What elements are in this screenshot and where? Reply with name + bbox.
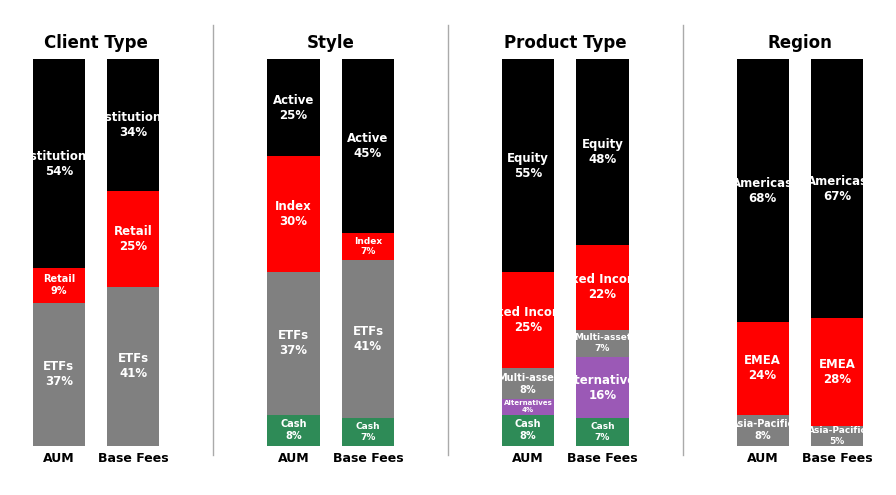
- Text: ETFs
41%: ETFs 41%: [117, 352, 149, 380]
- Bar: [737, 59, 788, 322]
- Bar: [576, 330, 629, 357]
- Title: Region: Region: [768, 34, 832, 52]
- Bar: [811, 59, 863, 318]
- Title: Product Type: Product Type: [504, 34, 626, 52]
- Bar: [342, 260, 394, 418]
- Text: Fixed Income
22%: Fixed Income 22%: [558, 273, 647, 301]
- Bar: [108, 287, 159, 446]
- Text: Multi-asset
7%: Multi-asset 7%: [574, 334, 631, 353]
- Text: Equity
48%: Equity 48%: [582, 138, 624, 166]
- Text: Cash
7%: Cash 7%: [356, 422, 380, 442]
- Text: Active
45%: Active 45%: [348, 132, 389, 160]
- Text: Alternatives
16%: Alternatives 16%: [562, 374, 643, 401]
- Bar: [33, 59, 85, 268]
- Bar: [737, 415, 788, 446]
- Text: Americas
68%: Americas 68%: [732, 177, 793, 204]
- Bar: [267, 272, 320, 415]
- Bar: [33, 268, 85, 302]
- Text: Cash
8%: Cash 8%: [515, 419, 541, 441]
- Text: Institutional
54%: Institutional 54%: [18, 149, 99, 178]
- Bar: [502, 399, 554, 415]
- Text: Alternatives
4%: Alternatives 4%: [504, 400, 553, 413]
- Title: Style: Style: [306, 34, 355, 52]
- Bar: [267, 156, 320, 272]
- Bar: [267, 415, 320, 446]
- Text: ETFs
37%: ETFs 37%: [278, 329, 309, 357]
- Text: Fixed Income
25%: Fixed Income 25%: [484, 306, 572, 334]
- Bar: [342, 418, 394, 446]
- Text: Institutional
34%: Institutional 34%: [92, 111, 174, 139]
- Bar: [811, 318, 863, 426]
- Text: ETFs
37%: ETFs 37%: [43, 360, 74, 388]
- Text: Asia-Pacific
5%: Asia-Pacific 5%: [807, 426, 866, 446]
- Text: Active
25%: Active 25%: [272, 94, 314, 122]
- Text: Retail
25%: Retail 25%: [114, 225, 152, 253]
- Bar: [267, 59, 320, 156]
- Bar: [502, 272, 554, 368]
- Bar: [502, 415, 554, 446]
- Bar: [108, 59, 159, 191]
- Text: Equity
55%: Equity 55%: [507, 151, 549, 180]
- Bar: [342, 233, 394, 260]
- Bar: [502, 59, 554, 272]
- Text: Americas
67%: Americas 67%: [806, 175, 867, 203]
- Text: Asia-Pacific
8%: Asia-Pacific 8%: [731, 419, 795, 441]
- Bar: [576, 418, 629, 446]
- Text: Index
30%: Index 30%: [275, 200, 312, 228]
- Bar: [811, 426, 863, 446]
- Text: Cash
7%: Cash 7%: [590, 422, 615, 442]
- Bar: [108, 191, 159, 287]
- Bar: [342, 59, 394, 233]
- Bar: [576, 357, 629, 418]
- Bar: [576, 59, 629, 245]
- Text: Cash
8%: Cash 8%: [280, 419, 306, 441]
- Title: Client Type: Client Type: [44, 34, 148, 52]
- Bar: [576, 245, 629, 330]
- Text: Index
7%: Index 7%: [354, 237, 382, 256]
- Bar: [33, 302, 85, 446]
- Bar: [737, 322, 788, 415]
- Text: EMEA
28%: EMEA 28%: [819, 358, 856, 386]
- Text: EMEA
24%: EMEA 24%: [745, 354, 781, 382]
- Text: Retail
9%: Retail 9%: [43, 274, 75, 296]
- Text: ETFs
41%: ETFs 41%: [352, 325, 383, 353]
- Text: Multi-asset
8%: Multi-asset 8%: [497, 373, 559, 395]
- Bar: [502, 368, 554, 399]
